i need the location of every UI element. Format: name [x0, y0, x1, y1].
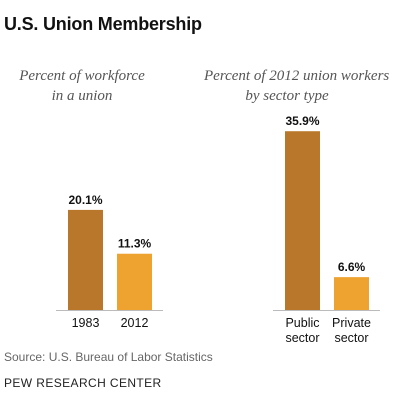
sector-category-label-1-line-1: Public [285, 316, 319, 330]
sector-bar-2 [334, 277, 369, 310]
sector-category-label-2-line-2: sector [334, 331, 368, 345]
right-chart-subtitle: Percent of 2012 union workers by sector … [204, 66, 390, 106]
sector-value-label-1: 35.9% [285, 114, 319, 128]
workforce-category-label-1-line-1: 1983 [72, 316, 100, 330]
workforce-bar-1 [68, 209, 103, 310]
sector-bar-1 [285, 131, 320, 310]
sector-category-label-1-line-2: sector [285, 331, 319, 345]
chart-title: U.S. Union Membership [4, 14, 202, 34]
source-note: Source: U.S. Bureau of Labor Statistics [4, 350, 213, 364]
organization-credit: PEW RESEARCH CENTER [4, 376, 162, 390]
workforce-bar-2 [117, 253, 152, 310]
sector-category-label-2-line-1: Private [332, 316, 371, 330]
workforce-value-label-1: 20.1% [68, 193, 102, 207]
workforce-value-label-2: 11.3% [118, 237, 152, 251]
sector-value-label-2: 6.6% [338, 260, 366, 274]
left-chart-subtitle: Percent of workforce in a union [6, 66, 158, 106]
right-subtitle-line-1: Percent of 2012 union workers [204, 68, 390, 84]
left-subtitle-line-2: in a union [51, 88, 113, 104]
right-subtitle-line-2: by sector type [245, 88, 329, 104]
left-subtitle-line-1: Percent of workforce [19, 68, 145, 84]
workforce-category-label-2-line-1: 2012 [121, 316, 149, 330]
